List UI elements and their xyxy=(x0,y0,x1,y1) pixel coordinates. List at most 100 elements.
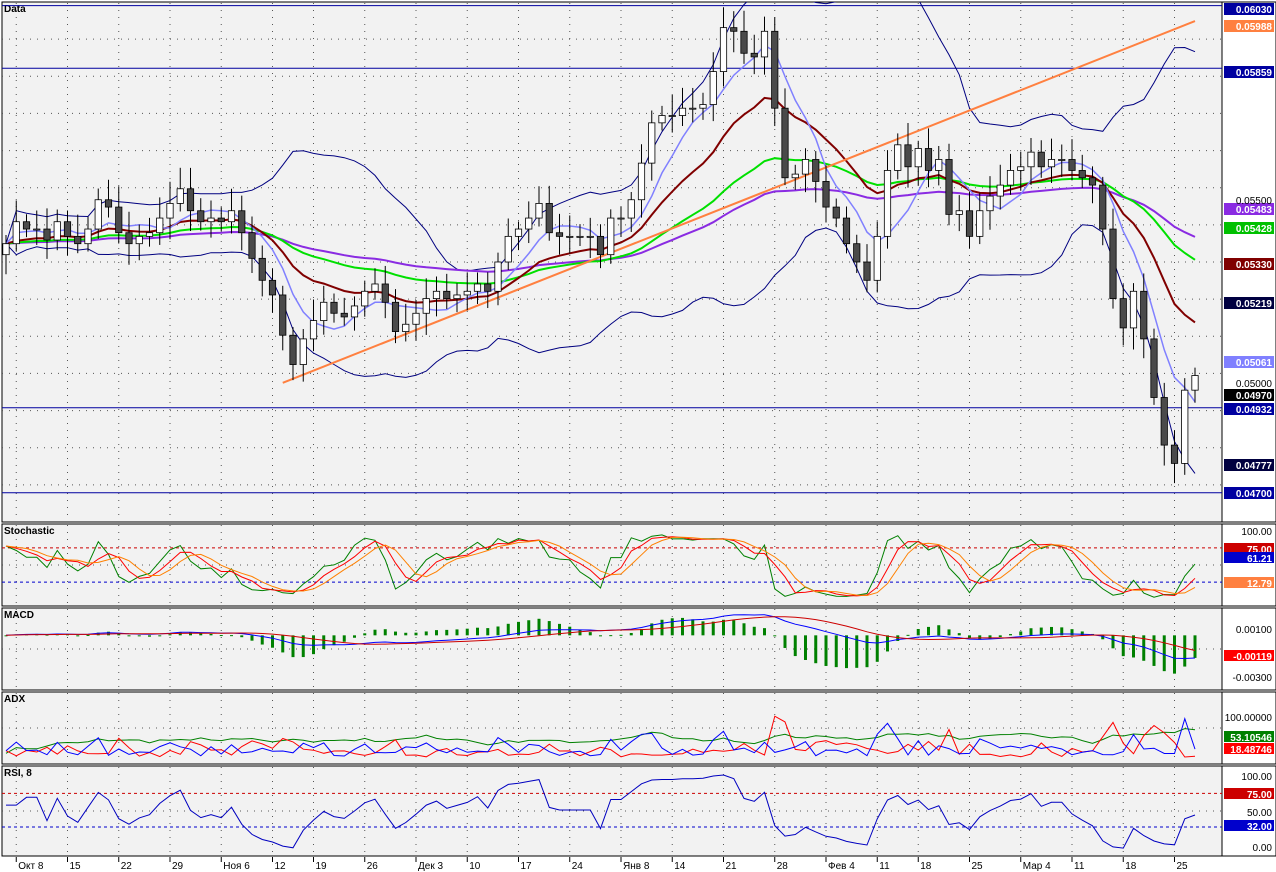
candle[interactable] xyxy=(176,167,184,212)
candle[interactable] xyxy=(412,300,420,341)
candle[interactable] xyxy=(1181,378,1189,475)
candle[interactable] xyxy=(494,252,502,306)
candle[interactable] xyxy=(453,283,461,313)
candle[interactable] xyxy=(883,150,892,249)
candle[interactable] xyxy=(1006,153,1015,195)
candle[interactable] xyxy=(996,164,1004,210)
candle[interactable] xyxy=(945,143,953,226)
candle[interactable] xyxy=(299,329,307,382)
candle[interactable] xyxy=(1119,284,1127,346)
candle[interactable] xyxy=(576,224,584,246)
candle[interactable] xyxy=(617,206,625,237)
candle[interactable] xyxy=(238,195,246,251)
candle[interactable] xyxy=(104,179,113,218)
candle[interactable] xyxy=(894,133,902,180)
candle[interactable] xyxy=(22,214,31,238)
candle[interactable] xyxy=(371,268,379,300)
candle[interactable] xyxy=(535,186,543,227)
candle[interactable] xyxy=(842,206,851,254)
candle[interactable] xyxy=(914,140,922,186)
candle[interactable] xyxy=(350,296,359,331)
candle[interactable] xyxy=(596,224,605,269)
candle[interactable] xyxy=(740,10,748,64)
candle[interactable] xyxy=(422,278,430,335)
candle[interactable] xyxy=(1129,283,1138,350)
candle[interactable] xyxy=(1099,176,1107,246)
candle[interactable] xyxy=(965,191,974,249)
candle[interactable] xyxy=(330,293,338,323)
candle[interactable] xyxy=(1058,144,1066,177)
candle[interactable] xyxy=(658,105,666,131)
candle[interactable] xyxy=(1170,430,1179,484)
candle[interactable] xyxy=(586,217,594,259)
candle[interactable] xyxy=(484,272,492,309)
candle[interactable] xyxy=(730,11,738,53)
candle[interactable] xyxy=(361,280,369,317)
candle[interactable] xyxy=(1140,273,1148,359)
candle[interactable] xyxy=(873,221,881,293)
candle[interactable] xyxy=(1160,382,1168,466)
candle[interactable] xyxy=(94,188,102,239)
candle[interactable] xyxy=(627,191,635,232)
candle[interactable] xyxy=(822,165,830,223)
candle[interactable] xyxy=(320,285,328,335)
candle[interactable] xyxy=(607,209,615,264)
candle[interactable] xyxy=(853,234,861,273)
candle[interactable] xyxy=(791,164,799,190)
candle[interactable] xyxy=(935,145,943,186)
candle[interactable] xyxy=(391,289,400,344)
candle[interactable] xyxy=(186,167,195,232)
candle[interactable] xyxy=(566,215,574,254)
candle[interactable] xyxy=(1047,138,1056,184)
candle[interactable] xyxy=(904,122,912,188)
candle[interactable] xyxy=(709,52,717,122)
candle[interactable] xyxy=(125,211,133,265)
candle[interactable] xyxy=(135,224,143,261)
candle[interactable] xyxy=(1068,139,1076,181)
candle[interactable] xyxy=(801,148,810,193)
candle[interactable] xyxy=(53,209,61,251)
candle[interactable] xyxy=(473,272,482,304)
candle[interactable] xyxy=(145,217,154,247)
candle[interactable] xyxy=(156,197,164,245)
candle[interactable] xyxy=(976,192,984,245)
candle[interactable] xyxy=(760,16,769,75)
candle[interactable] xyxy=(545,185,553,241)
candle[interactable] xyxy=(648,110,656,181)
candle[interactable] xyxy=(258,245,266,297)
candle[interactable] xyxy=(248,216,256,273)
candle[interactable] xyxy=(504,218,512,271)
candle[interactable] xyxy=(750,34,758,75)
candle[interactable] xyxy=(1088,166,1097,204)
candle[interactable] xyxy=(689,87,697,123)
candle[interactable] xyxy=(781,88,789,186)
candle[interactable] xyxy=(443,273,451,310)
candle[interactable] xyxy=(555,213,564,255)
candle[interactable] xyxy=(217,207,225,232)
trendline[interactable] xyxy=(282,20,1196,384)
candle[interactable] xyxy=(84,216,92,252)
candle[interactable] xyxy=(289,327,297,381)
candle[interactable] xyxy=(699,92,707,120)
candle[interactable] xyxy=(63,210,72,256)
candle[interactable] xyxy=(1078,154,1086,189)
candle[interactable] xyxy=(74,214,82,254)
candle[interactable] xyxy=(43,208,51,259)
candle[interactable] xyxy=(771,17,779,127)
candle[interactable] xyxy=(463,272,471,311)
candle[interactable] xyxy=(309,299,318,352)
candle[interactable] xyxy=(115,186,123,244)
candle[interactable] xyxy=(1191,367,1199,403)
candle[interactable] xyxy=(197,198,205,231)
candle[interactable] xyxy=(1109,208,1117,309)
candle[interactable] xyxy=(863,244,871,293)
candle[interactable] xyxy=(637,144,646,218)
candle[interactable] xyxy=(1037,140,1045,178)
candle[interactable] xyxy=(340,297,348,326)
candle[interactable] xyxy=(402,303,410,342)
candle[interactable] xyxy=(207,200,215,238)
candle[interactable] xyxy=(33,210,41,245)
candle[interactable] xyxy=(514,221,523,251)
candle[interactable] xyxy=(986,176,994,230)
